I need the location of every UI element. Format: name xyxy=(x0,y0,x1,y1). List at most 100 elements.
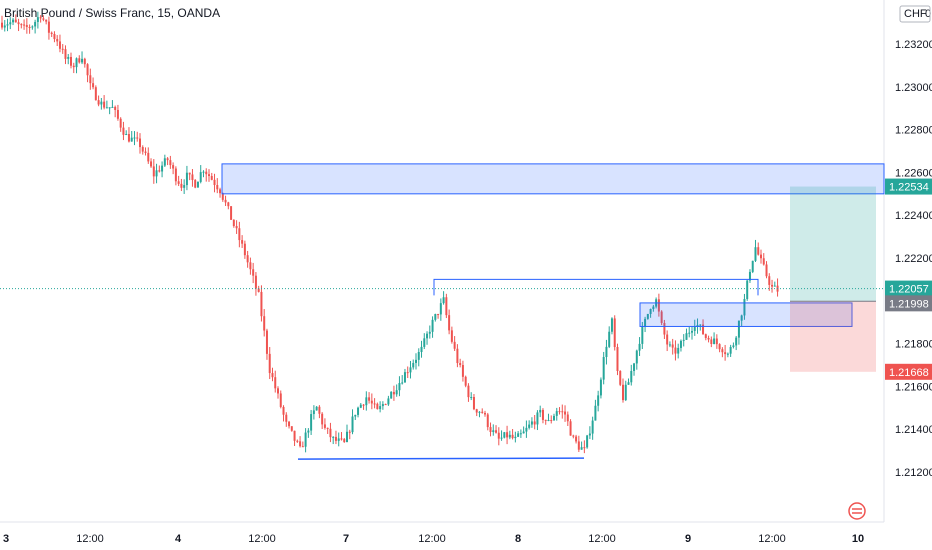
candle-body xyxy=(724,352,727,355)
candle-body xyxy=(329,428,332,438)
candle-body xyxy=(232,219,235,227)
candle-body xyxy=(434,314,437,320)
candle-body xyxy=(737,320,740,338)
candle-body xyxy=(315,406,318,411)
candle-body xyxy=(246,255,249,263)
candle-body xyxy=(591,420,594,434)
stop-price-label-bg xyxy=(885,363,932,380)
price-tick-label: 1.23200 xyxy=(895,39,932,51)
candle-body xyxy=(67,56,70,59)
candle-body xyxy=(495,430,498,433)
candle-body xyxy=(127,134,130,142)
candle-body xyxy=(415,359,417,363)
candle-body xyxy=(586,435,589,448)
loss-zone xyxy=(790,301,876,372)
candle-body xyxy=(78,58,81,63)
candle-body xyxy=(202,171,205,173)
candle-body xyxy=(133,137,136,139)
candle-body xyxy=(243,243,246,256)
candle-body xyxy=(715,338,718,345)
candle-body xyxy=(50,32,53,34)
candle-body xyxy=(384,404,387,406)
candle-body xyxy=(370,400,373,404)
candle-body xyxy=(196,181,199,188)
candle-body xyxy=(450,330,453,342)
candle-body xyxy=(310,414,313,431)
candle-body xyxy=(671,344,674,348)
candle-body xyxy=(696,324,699,327)
candle-body xyxy=(53,33,56,40)
candle-body xyxy=(771,284,774,287)
candle-body xyxy=(116,109,119,119)
candle-body xyxy=(757,247,760,255)
candle-body xyxy=(575,436,578,442)
price-tick-label: 1.22800 xyxy=(895,125,932,137)
candle-body xyxy=(238,228,241,241)
candle-body xyxy=(599,379,602,396)
candle-body xyxy=(500,437,503,439)
candle-body xyxy=(553,415,555,421)
candle-body xyxy=(514,436,517,439)
candle-body xyxy=(285,414,288,422)
candle-body xyxy=(644,318,647,327)
candle-body xyxy=(357,407,360,415)
candle-body xyxy=(268,353,271,374)
candle-body xyxy=(210,176,213,180)
candle-body xyxy=(45,19,48,22)
candle-body xyxy=(635,350,638,364)
candle-body xyxy=(221,193,224,200)
candle-body xyxy=(304,432,307,447)
candle-body xyxy=(141,147,144,152)
candle-body xyxy=(47,21,50,33)
candle-body xyxy=(103,101,106,108)
candle-body xyxy=(743,299,746,316)
candle-body xyxy=(470,397,473,399)
candle-body xyxy=(467,385,470,398)
candle-body xyxy=(428,331,431,334)
time-tick-label: 12:00 xyxy=(76,533,104,545)
candle-body xyxy=(307,430,310,433)
candle-body xyxy=(519,433,522,435)
candle-body xyxy=(572,435,575,437)
candle-body xyxy=(431,319,434,332)
price-tick-label: 1.22400 xyxy=(895,210,932,222)
candle-body xyxy=(555,411,558,416)
candle-body xyxy=(263,316,266,331)
candle-body xyxy=(216,185,219,190)
candle-body xyxy=(748,271,751,281)
time-tick-label: 9 xyxy=(685,533,691,545)
candle-body xyxy=(125,134,128,136)
support-line xyxy=(297,457,585,460)
candle-body xyxy=(31,26,34,28)
candle-body xyxy=(663,322,666,335)
candle-body xyxy=(682,339,685,341)
candle-body xyxy=(525,427,528,432)
candle-body xyxy=(668,344,671,346)
candle-body xyxy=(290,426,293,431)
candle-body xyxy=(274,377,277,389)
candle-body xyxy=(97,100,100,105)
candle-body xyxy=(627,382,630,385)
candle-body xyxy=(100,101,103,105)
candle-body xyxy=(194,180,197,188)
candle-body xyxy=(94,87,97,101)
candle-body xyxy=(174,168,177,182)
candle-body xyxy=(257,288,260,292)
candle-body xyxy=(282,406,285,415)
candle-body xyxy=(334,436,337,441)
candle-body xyxy=(365,397,368,406)
candle-body xyxy=(122,127,125,135)
candle-body xyxy=(28,26,31,28)
range-top-line xyxy=(433,278,759,296)
candle-body xyxy=(172,165,175,169)
candle-body xyxy=(511,434,514,439)
candle-body xyxy=(707,337,710,340)
candle-body xyxy=(751,260,754,272)
candle-body xyxy=(152,166,155,177)
candle-body xyxy=(740,315,743,321)
candle-body xyxy=(453,341,456,349)
candle-body xyxy=(114,106,117,110)
candle-body xyxy=(539,409,542,413)
candle-body xyxy=(376,403,379,410)
